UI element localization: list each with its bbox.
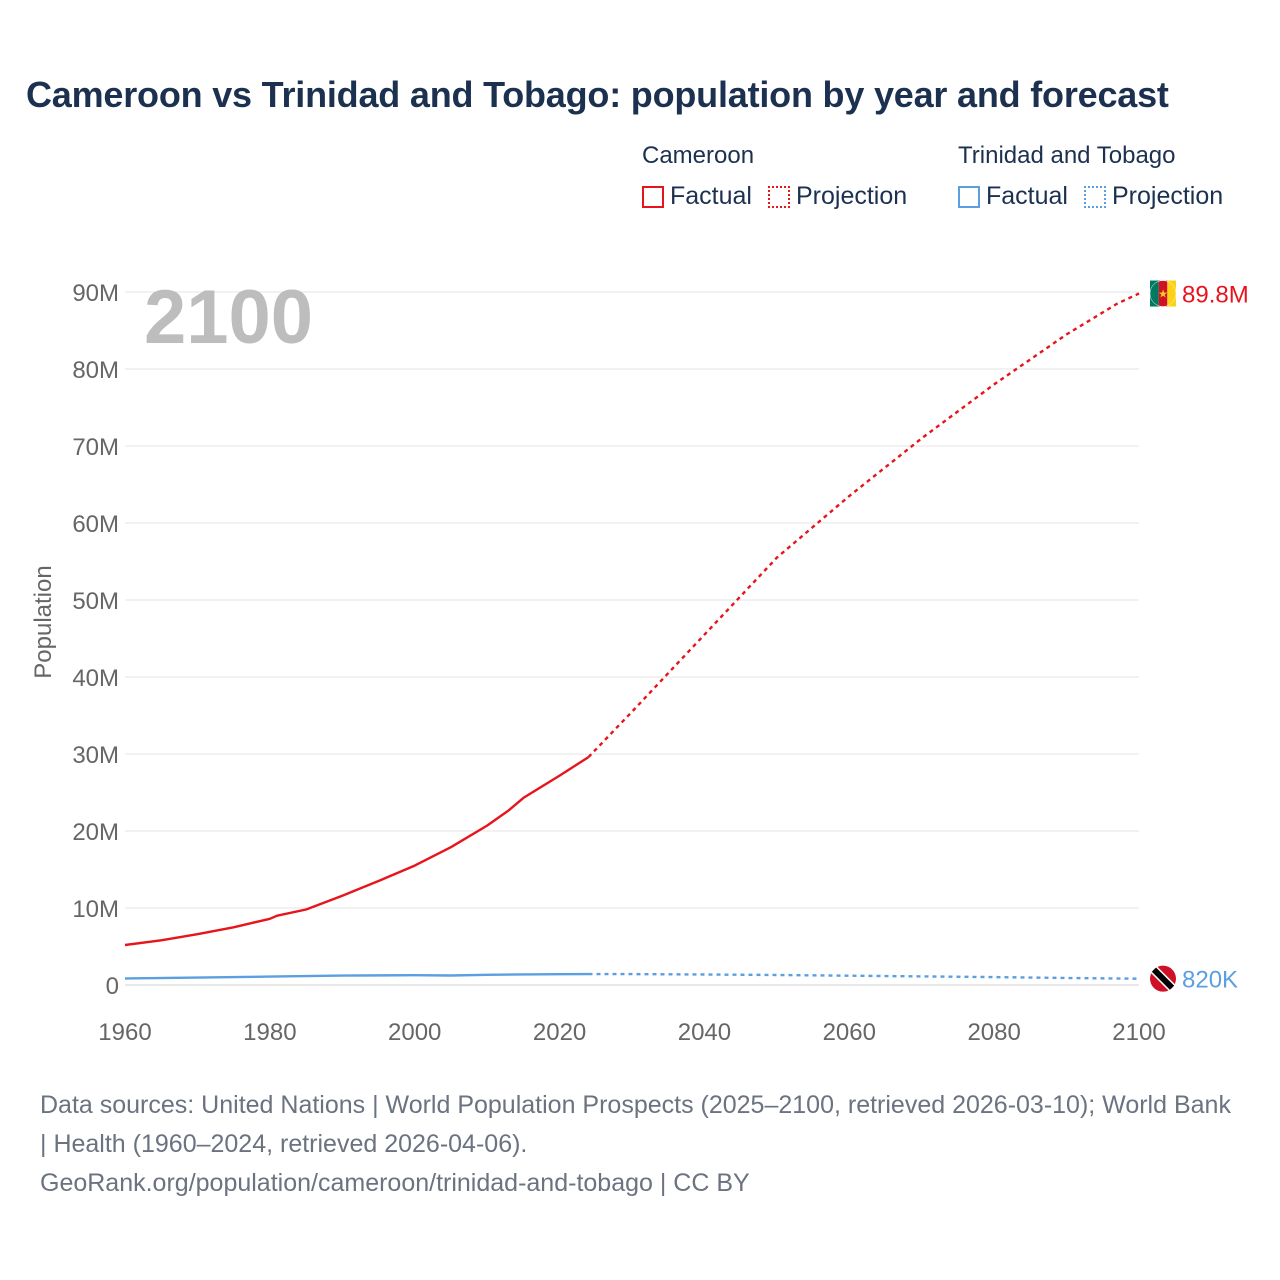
- series-layer: [124, 292, 1140, 980]
- flag-stripe-red: [1158, 280, 1168, 307]
- x-tick-label: 2000: [388, 1019, 441, 1046]
- year-watermark: 2100: [144, 275, 313, 360]
- source-note: Data sources: United Nations | World Pop…: [40, 1086, 1240, 1203]
- axis-layer: 0 10M 20M 30M 40M 50M 60M 70M 80M 90M 1960 1980 2000…: [72, 280, 1165, 1046]
- legend-group-name: Trinidad and Tobago: [958, 142, 1176, 169]
- y-tick-label: 0: [106, 973, 119, 1000]
- flag-outline: [1149, 280, 1177, 307]
- x-tick-label: 1980: [243, 1019, 296, 1046]
- y-tick-label: 60M: [72, 511, 119, 538]
- y-tick-label: 30M: [72, 742, 119, 769]
- legend-swatch-dotted: [1083, 185, 1106, 208]
- legend-swatch-solid: [642, 185, 664, 208]
- x-tick-label: 2060: [823, 1019, 876, 1046]
- trinidad-and-tobago-end-label: 820K: [1182, 967, 1238, 994]
- chart-title: Cameroon vs Trinidad and Tobago: populat…: [26, 74, 1169, 115]
- source-line-1: Data sources: United Nations | World Pop…: [40, 1091, 1231, 1158]
- y-tick-label: 40M: [72, 665, 119, 692]
- flag-stripe-green: [1150, 280, 1159, 307]
- source-line-2[interactable]: GeoRank.org/population/cameroon/trinidad…: [40, 1169, 750, 1197]
- x-tick-label: 1960: [98, 1019, 151, 1046]
- y-tick-label: 10M: [72, 896, 119, 923]
- x-tick-label: 2020: [533, 1019, 586, 1046]
- legend-label: Projection: [1111, 182, 1224, 210]
- legend-swatch-solid: [958, 185, 980, 208]
- y-tick-label: 70M: [72, 434, 119, 461]
- cameroon-projection-line: [587, 292, 1140, 758]
- flag-band-black: [1151, 967, 1175, 990]
- legend-cameroon-projection[interactable]: Projection: [767, 182, 908, 211]
- legend-label: Factual: [670, 182, 752, 210]
- legend-trinidad-factual[interactable]: Factual: [958, 182, 1068, 211]
- y-tick-label: 90M: [72, 280, 119, 307]
- y-tick-label: 50M: [72, 588, 119, 615]
- cameroon-factual-line: [124, 756, 590, 947]
- legend-swatch-dotted: [767, 185, 790, 208]
- flag-star: ★: [1158, 289, 1168, 301]
- x-tick-label: 2080: [967, 1019, 1020, 1046]
- legend-group-trinidad-and-tobago: Trinidad and Tobago Factual Projection: [958, 142, 1223, 211]
- trinidad-and-tobago-flag-icon: [1150, 965, 1176, 992]
- legend-trinidad-projection[interactable]: Projection: [1083, 182, 1224, 211]
- cameroon-end-label: 89.8M: [1182, 282, 1249, 309]
- cameroon-flag-icon: ★: [1149, 280, 1177, 307]
- legend-group-cameroon: Cameroon Factual Projection: [642, 142, 907, 211]
- x-tick-label: 2040: [678, 1019, 731, 1046]
- legend-label: Projection: [795, 182, 908, 210]
- legend-group-name: Cameroon: [642, 142, 755, 169]
- flag-stripe-yellow: [1167, 280, 1176, 307]
- trinidad-and-tobago-factual-line: [124, 972, 589, 980]
- trinidad-and-tobago-projection-line: [588, 972, 1140, 980]
- population-line-chart: 0 10M 20M 30M 40M 50M 60M 70M 80M 90M 1960 1980 2000…: [30, 275, 1249, 1046]
- grid-layer: [125, 291, 1139, 986]
- y-tick-label: 80M: [72, 357, 119, 384]
- endpoint-layer: ★ 89.8M 820K: [1149, 280, 1249, 994]
- y-tick-label: 20M: [72, 819, 119, 846]
- x-tick-label: 2100: [1112, 1019, 1165, 1046]
- legend-label: Factual: [986, 182, 1068, 210]
- legend-cameroon-factual[interactable]: Factual: [642, 182, 752, 211]
- y-axis-title: Population: [30, 565, 57, 678]
